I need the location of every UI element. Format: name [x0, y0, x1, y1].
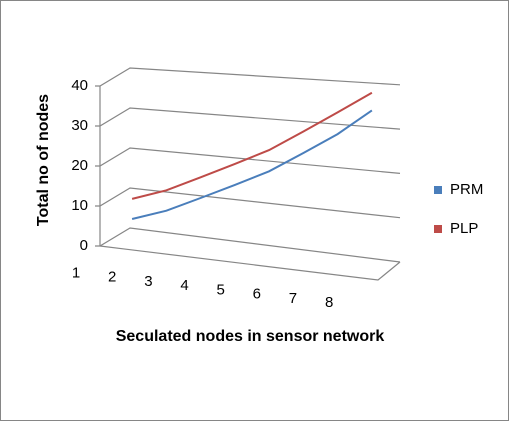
grid-line — [95, 107, 401, 130]
y-axis-title: Total no of nodes — [35, 94, 52, 226]
grid-line — [95, 67, 401, 87]
y-tick-label: 10 — [71, 197, 88, 214]
y-tick-label: 30 — [71, 117, 88, 134]
floor — [99, 245, 401, 281]
x-axis-title: Seculated nodes in sensor network — [116, 328, 385, 345]
grid-line — [95, 187, 401, 219]
legend-swatch — [434, 225, 442, 233]
x-tick-label: 8 — [325, 294, 333, 311]
x-tick-label: 3 — [144, 273, 152, 290]
y-tick-label: 40 — [71, 77, 88, 94]
grid-line — [95, 147, 401, 174]
series-line — [131, 109, 373, 220]
x-tick-label: 6 — [253, 286, 261, 303]
legend-label: PLP — [450, 220, 478, 237]
x-tick-label: 5 — [217, 281, 225, 298]
y-tick-label: 0 — [80, 237, 88, 254]
y-tick-label: 20 — [71, 157, 88, 174]
series-line — [131, 91, 373, 200]
x-tick-label: 4 — [180, 277, 188, 294]
x-tick-label: 1 — [72, 264, 80, 281]
legend-swatch — [434, 186, 442, 194]
grid-line — [95, 227, 401, 263]
x-tick-label: 7 — [289, 290, 297, 307]
legend-label: PRM — [450, 181, 483, 198]
x-tick-label: 2 — [108, 269, 116, 286]
